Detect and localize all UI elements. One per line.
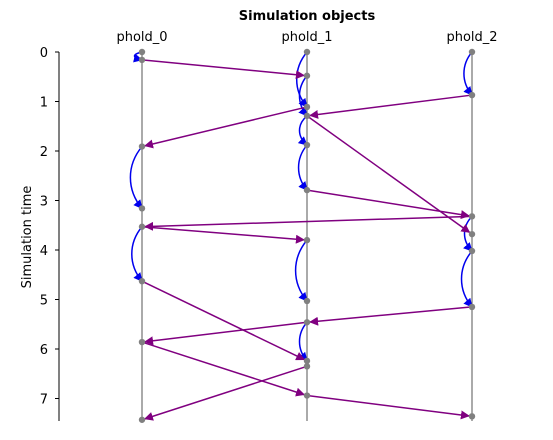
y-axis: 0 1 2 3 4 5 6 7 [40, 46, 60, 421]
remote-message-arrow [309, 94, 473, 119]
object-label-phold_1: phold_1 [281, 30, 332, 45]
event-point [468, 48, 476, 56]
event-points [138, 48, 476, 423]
event-point [303, 363, 311, 370]
event-point [303, 141, 311, 149]
object-label-phold_2: phold_2 [446, 30, 497, 45]
object-labels: phold_0 phold_1 phold_2 [116, 30, 497, 45]
remote-message-arrow [306, 115, 471, 234]
event-point [138, 338, 146, 346]
event-point [303, 297, 311, 305]
y-tick-label: 4 [40, 244, 48, 259]
event-point [468, 247, 476, 255]
event-point [138, 205, 146, 212]
y-tick-label: 3 [40, 195, 48, 210]
event-point [138, 223, 146, 230]
remote-message-arrow [144, 215, 473, 231]
remote-message-arrow [309, 306, 473, 326]
remote-message-arrow [306, 394, 470, 420]
self-message-arrow [131, 226, 143, 282]
event-point [138, 56, 146, 64]
chart-title: Simulation objects [239, 9, 376, 24]
y-tick-label: 0 [40, 46, 48, 61]
event-point [303, 103, 311, 111]
remote-message-arrow [141, 341, 306, 397]
event-point [303, 72, 311, 79]
remote-message-arrow [143, 365, 308, 421]
event-point [303, 112, 311, 120]
event-point [303, 236, 311, 244]
y-tick-label: 7 [40, 393, 48, 408]
remote-message-arrow [141, 59, 305, 80]
remote-message-arrow [306, 189, 470, 220]
event-point [303, 392, 311, 399]
event-point [303, 48, 311, 56]
self-message-arrow [297, 144, 308, 191]
remote-message-arrow [141, 280, 306, 361]
self-message-arrow [298, 321, 308, 362]
message-arrows [129, 51, 473, 421]
remote-message-arrow [144, 106, 308, 149]
y-tick-label: 2 [40, 145, 48, 160]
self-message-arrow [463, 215, 473, 252]
self-message-arrow [129, 146, 143, 210]
y-axis-label: Simulation time [20, 186, 35, 289]
event-point [138, 277, 146, 285]
self-message-arrow [460, 250, 473, 308]
self-message-arrow [294, 239, 308, 302]
y-tick-label: 1 [40, 96, 48, 111]
self-message-arrow [296, 51, 308, 108]
event-point [468, 413, 476, 420]
event-point [138, 143, 146, 150]
self-message-arrow [463, 51, 473, 96]
event-point [303, 319, 311, 326]
event-point [138, 416, 146, 423]
event-point [468, 230, 476, 238]
event-point [468, 213, 476, 220]
object-label-phold_0: phold_0 [116, 30, 167, 45]
y-tick-label: 6 [40, 343, 48, 358]
event-point [303, 186, 311, 194]
event-point [468, 303, 476, 311]
self-message-arrow [297, 115, 308, 146]
event-point [468, 91, 476, 99]
event-point [138, 48, 146, 56]
y-tick-label: 5 [40, 294, 48, 309]
event-point [303, 357, 311, 365]
remote-message-arrow [144, 321, 308, 346]
remote-message-arrow [141, 225, 305, 244]
